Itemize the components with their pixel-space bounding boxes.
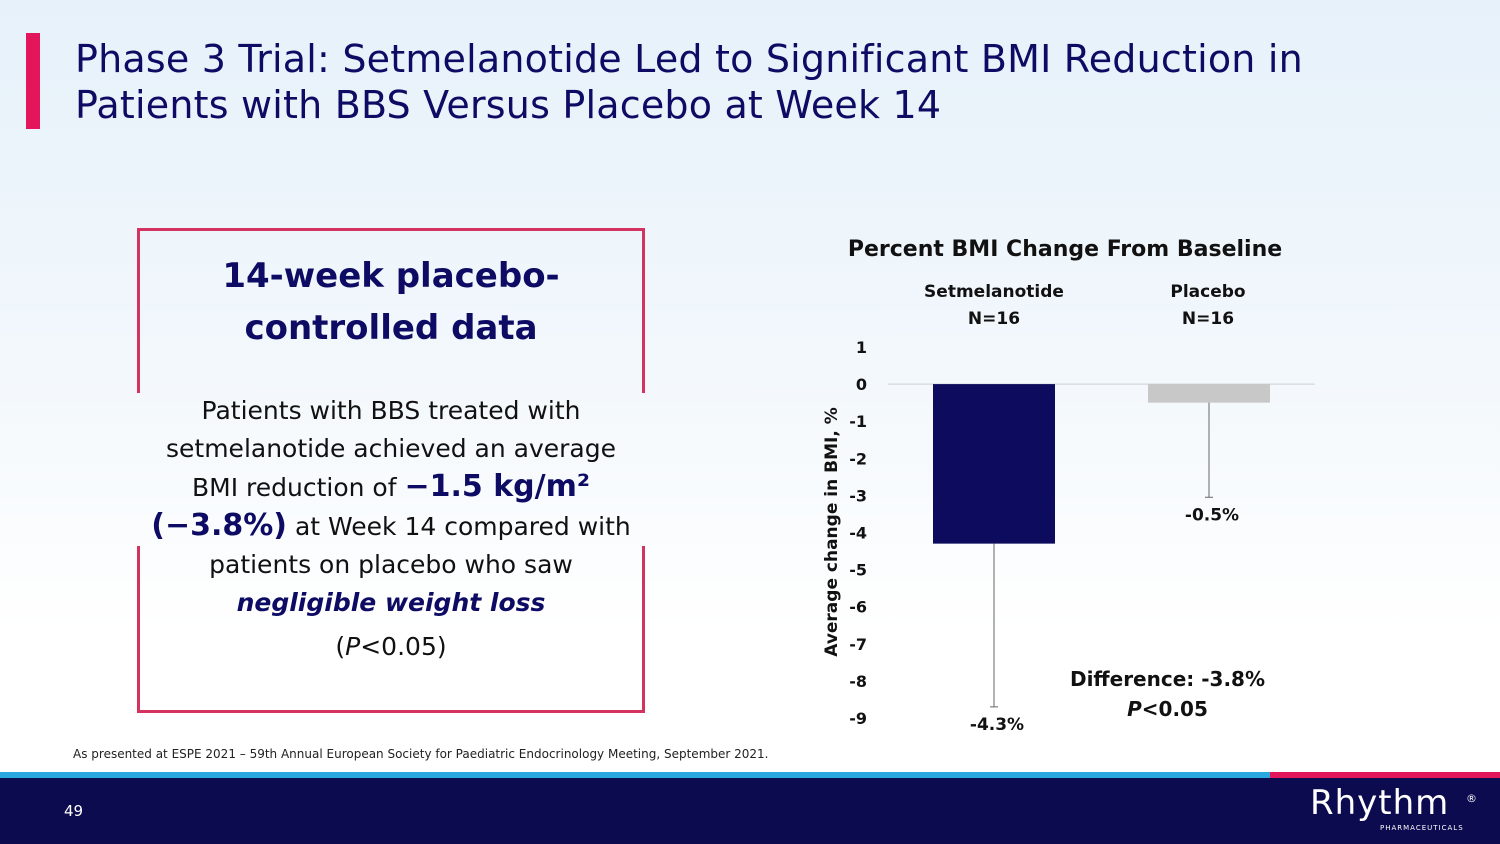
- callout-emphasis: negligible weight loss: [236, 588, 546, 617]
- category-header-placebo: Placebo N=16: [1108, 279, 1308, 333]
- footnote: As presented at ESPE 2021 – 59th Annual …: [73, 747, 769, 761]
- callout-text-part2: at Week 14 compared with patients on pla…: [209, 512, 631, 579]
- category-n-placebo: N=16: [1181, 309, 1235, 329]
- y-tick-label: -6: [849, 598, 867, 617]
- chart-title: Percent BMI Change From Baseline: [847, 237, 1283, 262]
- y-axis-label: Average change in BMI, %: [822, 407, 842, 657]
- company-logo: Rhythm ® PHARMACEUTICALS: [1310, 783, 1477, 832]
- difference-text: Difference: -3.8%: [1069, 667, 1266, 691]
- y-tick-label: -2: [849, 449, 867, 468]
- title-accent-bar: [26, 33, 40, 129]
- footer-stripe-blue: [0, 772, 1270, 778]
- callout-highlight-pct: (−3.8%): [151, 508, 287, 543]
- y-tick-label: -7: [849, 635, 867, 654]
- logo-subtitle: PHARMACEUTICALS: [1380, 824, 1464, 832]
- callout-highlight-kg: −1.5 kg/m²: [404, 469, 590, 504]
- category-name-setmelanotide: Setmelanotide: [924, 282, 1064, 302]
- bar-placebo: [1148, 384, 1270, 403]
- difference-annotation: Difference: -3.8% P<0.05: [1060, 664, 1275, 724]
- y-tick-label: -5: [849, 561, 867, 580]
- callout-p-value: (P<0.05): [142, 628, 640, 666]
- difference-p-rest: <0.05: [1141, 697, 1208, 721]
- category-name-placebo: Placebo: [1170, 282, 1246, 302]
- y-tick-label: 0: [856, 375, 867, 394]
- category-n-setmelanotide: N=16: [967, 309, 1021, 329]
- y-tick-label: -4: [849, 524, 867, 543]
- difference-p-value: P<0.05: [1060, 694, 1275, 724]
- y-tick-label: -3: [849, 486, 867, 505]
- callout-text: Patients with BBS treated with setmelano…: [142, 392, 640, 666]
- page-number: 49: [64, 802, 84, 820]
- category-header-setmelanotide: Setmelanotide N=16: [894, 279, 1094, 333]
- difference-p-italic: P: [1127, 697, 1142, 721]
- bar-setmelanotide: [933, 384, 1055, 544]
- logo-registered-mark: ®: [1466, 792, 1477, 805]
- data-label-setmelanotide: -4.3%: [970, 715, 1024, 735]
- y-tick-label: 1: [856, 338, 867, 357]
- callout-heading: 14-week placebo-controlled data: [222, 256, 560, 348]
- logo-wordmark: Rhythm: [1310, 783, 1450, 823]
- footer-bar: [0, 778, 1500, 844]
- data-label-placebo: -0.5%: [1185, 505, 1239, 525]
- callout-p-close: <0.05): [360, 632, 447, 661]
- callout-p-italic: P: [345, 632, 361, 661]
- bar-chart: 1 0 -1 -2 -3 -4 -5 -6 -7 -8 -9 -4.3% -0.5%: [849, 338, 1315, 735]
- y-tick-label: -9: [849, 709, 867, 728]
- y-tick-label: -8: [849, 672, 867, 691]
- slide-title: Phase 3 Trial: Setmelanotide Led to Sign…: [75, 37, 1303, 127]
- callout-text-part1: Patients with BBS treated with setmelano…: [166, 396, 616, 502]
- footer-stripe-pink: [1270, 772, 1500, 778]
- callout-box-top-border: [137, 228, 645, 393]
- callout-p-open: (: [335, 632, 346, 661]
- callout-box-bottom-border: [137, 546, 645, 713]
- y-tick-label: -1: [849, 412, 867, 431]
